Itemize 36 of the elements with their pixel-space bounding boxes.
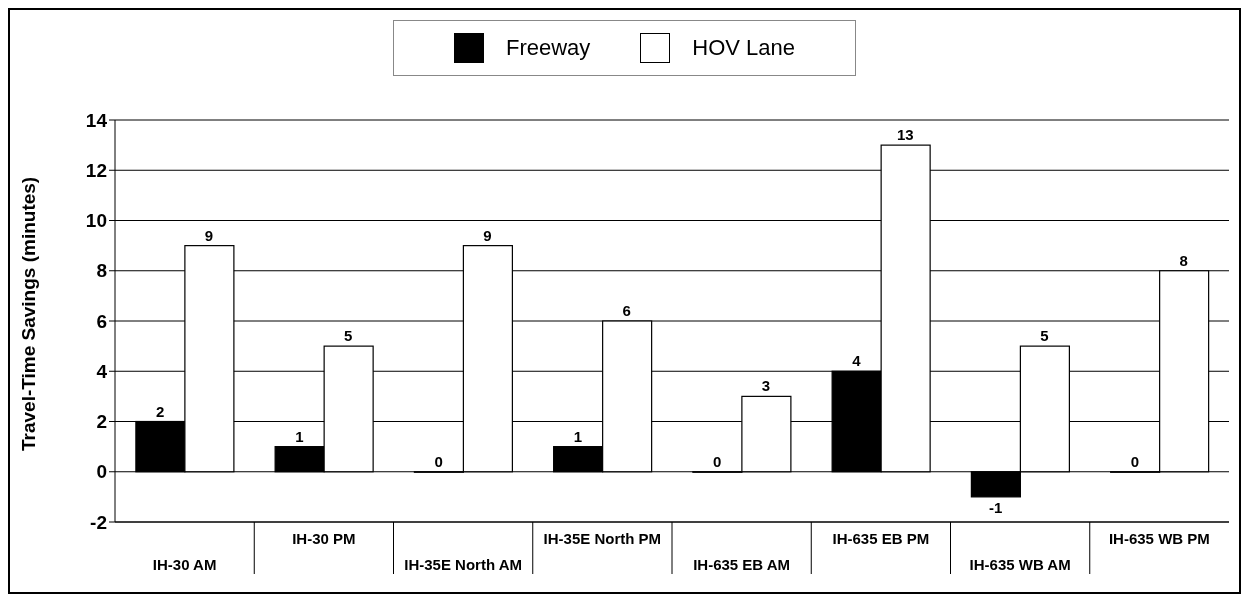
y-axis-title: Travel-Time Savings (minutes) [17,176,39,451]
data-label: 5 [1040,327,1049,345]
data-label: 13 [896,126,914,144]
y-tick-label: 14 [85,109,108,131]
data-label: 2 [156,402,165,420]
y-tick-label: 12 [85,159,107,181]
data-label: 6 [622,302,631,319]
x-tick-label: IH-30 AM [152,556,217,573]
data-label: 3 [761,377,771,395]
y-tick-label: -2 [90,511,107,533]
data-label: 1 [573,427,583,445]
x-tick-label: IH-35E North PM [543,530,662,547]
data-label: 9 [204,226,214,244]
y-tick-label: 6 [96,310,107,332]
y-tick-label: 2 [96,411,107,433]
x-tick-label: IH-35E North AM [404,556,523,573]
data-label: 8 [1179,251,1188,269]
x-tick-label: IH-635 EB AM [693,556,791,573]
data-label: 0 [434,452,443,470]
data-label: 5 [344,327,353,345]
y-tick-label: 4 [96,360,108,382]
data-label: 9 [483,226,492,244]
x-tick-label: IH-635 WB PM [1108,530,1210,547]
x-tick-label: IH-635 WB AM [969,556,1071,573]
y-tick-label: 8 [96,260,107,282]
data-label: 4 [852,352,862,370]
y-tick-label: 10 [85,210,107,232]
data-label: 1 [295,427,304,445]
x-tick-label: IH-30 PM [292,530,356,547]
data-label: 0 [713,452,722,470]
data-label: -1 [989,498,1003,516]
legend-label: Freeway [504,34,591,62]
data-label: 0 [1130,452,1140,470]
x-tick-label: IH-635 EB PM [832,530,930,547]
y-tick-label: 0 [96,461,107,483]
legend-label: HOV Lane [691,34,796,62]
